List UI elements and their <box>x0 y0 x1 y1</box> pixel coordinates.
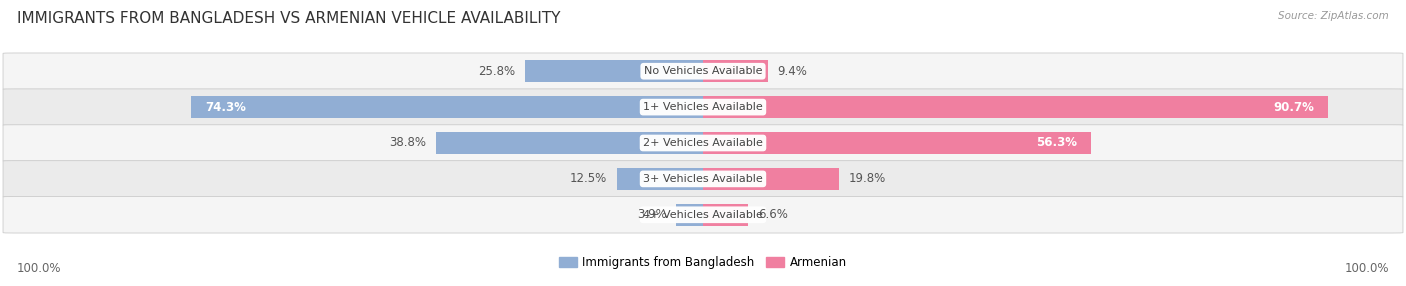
Text: 56.3%: 56.3% <box>1036 136 1077 150</box>
Bar <box>703 132 1091 154</box>
Bar <box>676 204 703 226</box>
Text: 3.9%: 3.9% <box>637 208 666 221</box>
Text: 100.0%: 100.0% <box>1344 262 1389 275</box>
Bar <box>617 168 703 190</box>
FancyBboxPatch shape <box>3 125 1403 161</box>
Text: 1+ Vehicles Available: 1+ Vehicles Available <box>643 102 763 112</box>
Text: 2+ Vehicles Available: 2+ Vehicles Available <box>643 138 763 148</box>
Text: 19.8%: 19.8% <box>849 172 886 185</box>
Text: 90.7%: 90.7% <box>1274 101 1315 114</box>
Text: 74.3%: 74.3% <box>205 101 246 114</box>
Text: 12.5%: 12.5% <box>569 172 607 185</box>
FancyBboxPatch shape <box>3 53 1403 90</box>
FancyBboxPatch shape <box>3 196 1403 233</box>
Text: No Vehicles Available: No Vehicles Available <box>644 66 762 76</box>
Text: 25.8%: 25.8% <box>478 65 516 78</box>
Legend: Immigrants from Bangladesh, Armenian: Immigrants from Bangladesh, Armenian <box>558 256 848 269</box>
Text: 38.8%: 38.8% <box>389 136 426 150</box>
Bar <box>703 168 839 190</box>
FancyBboxPatch shape <box>3 161 1403 197</box>
Text: 9.4%: 9.4% <box>778 65 807 78</box>
Bar <box>526 60 703 82</box>
Bar <box>703 96 1327 118</box>
FancyBboxPatch shape <box>3 89 1403 125</box>
Bar <box>436 132 703 154</box>
Text: 6.6%: 6.6% <box>758 208 787 221</box>
Bar <box>703 204 748 226</box>
Bar <box>703 60 768 82</box>
Text: IMMIGRANTS FROM BANGLADESH VS ARMENIAN VEHICLE AVAILABILITY: IMMIGRANTS FROM BANGLADESH VS ARMENIAN V… <box>17 11 561 26</box>
Text: 100.0%: 100.0% <box>17 262 62 275</box>
Text: Source: ZipAtlas.com: Source: ZipAtlas.com <box>1278 11 1389 21</box>
Bar <box>191 96 703 118</box>
Text: 3+ Vehicles Available: 3+ Vehicles Available <box>643 174 763 184</box>
Text: 4+ Vehicles Available: 4+ Vehicles Available <box>643 210 763 220</box>
